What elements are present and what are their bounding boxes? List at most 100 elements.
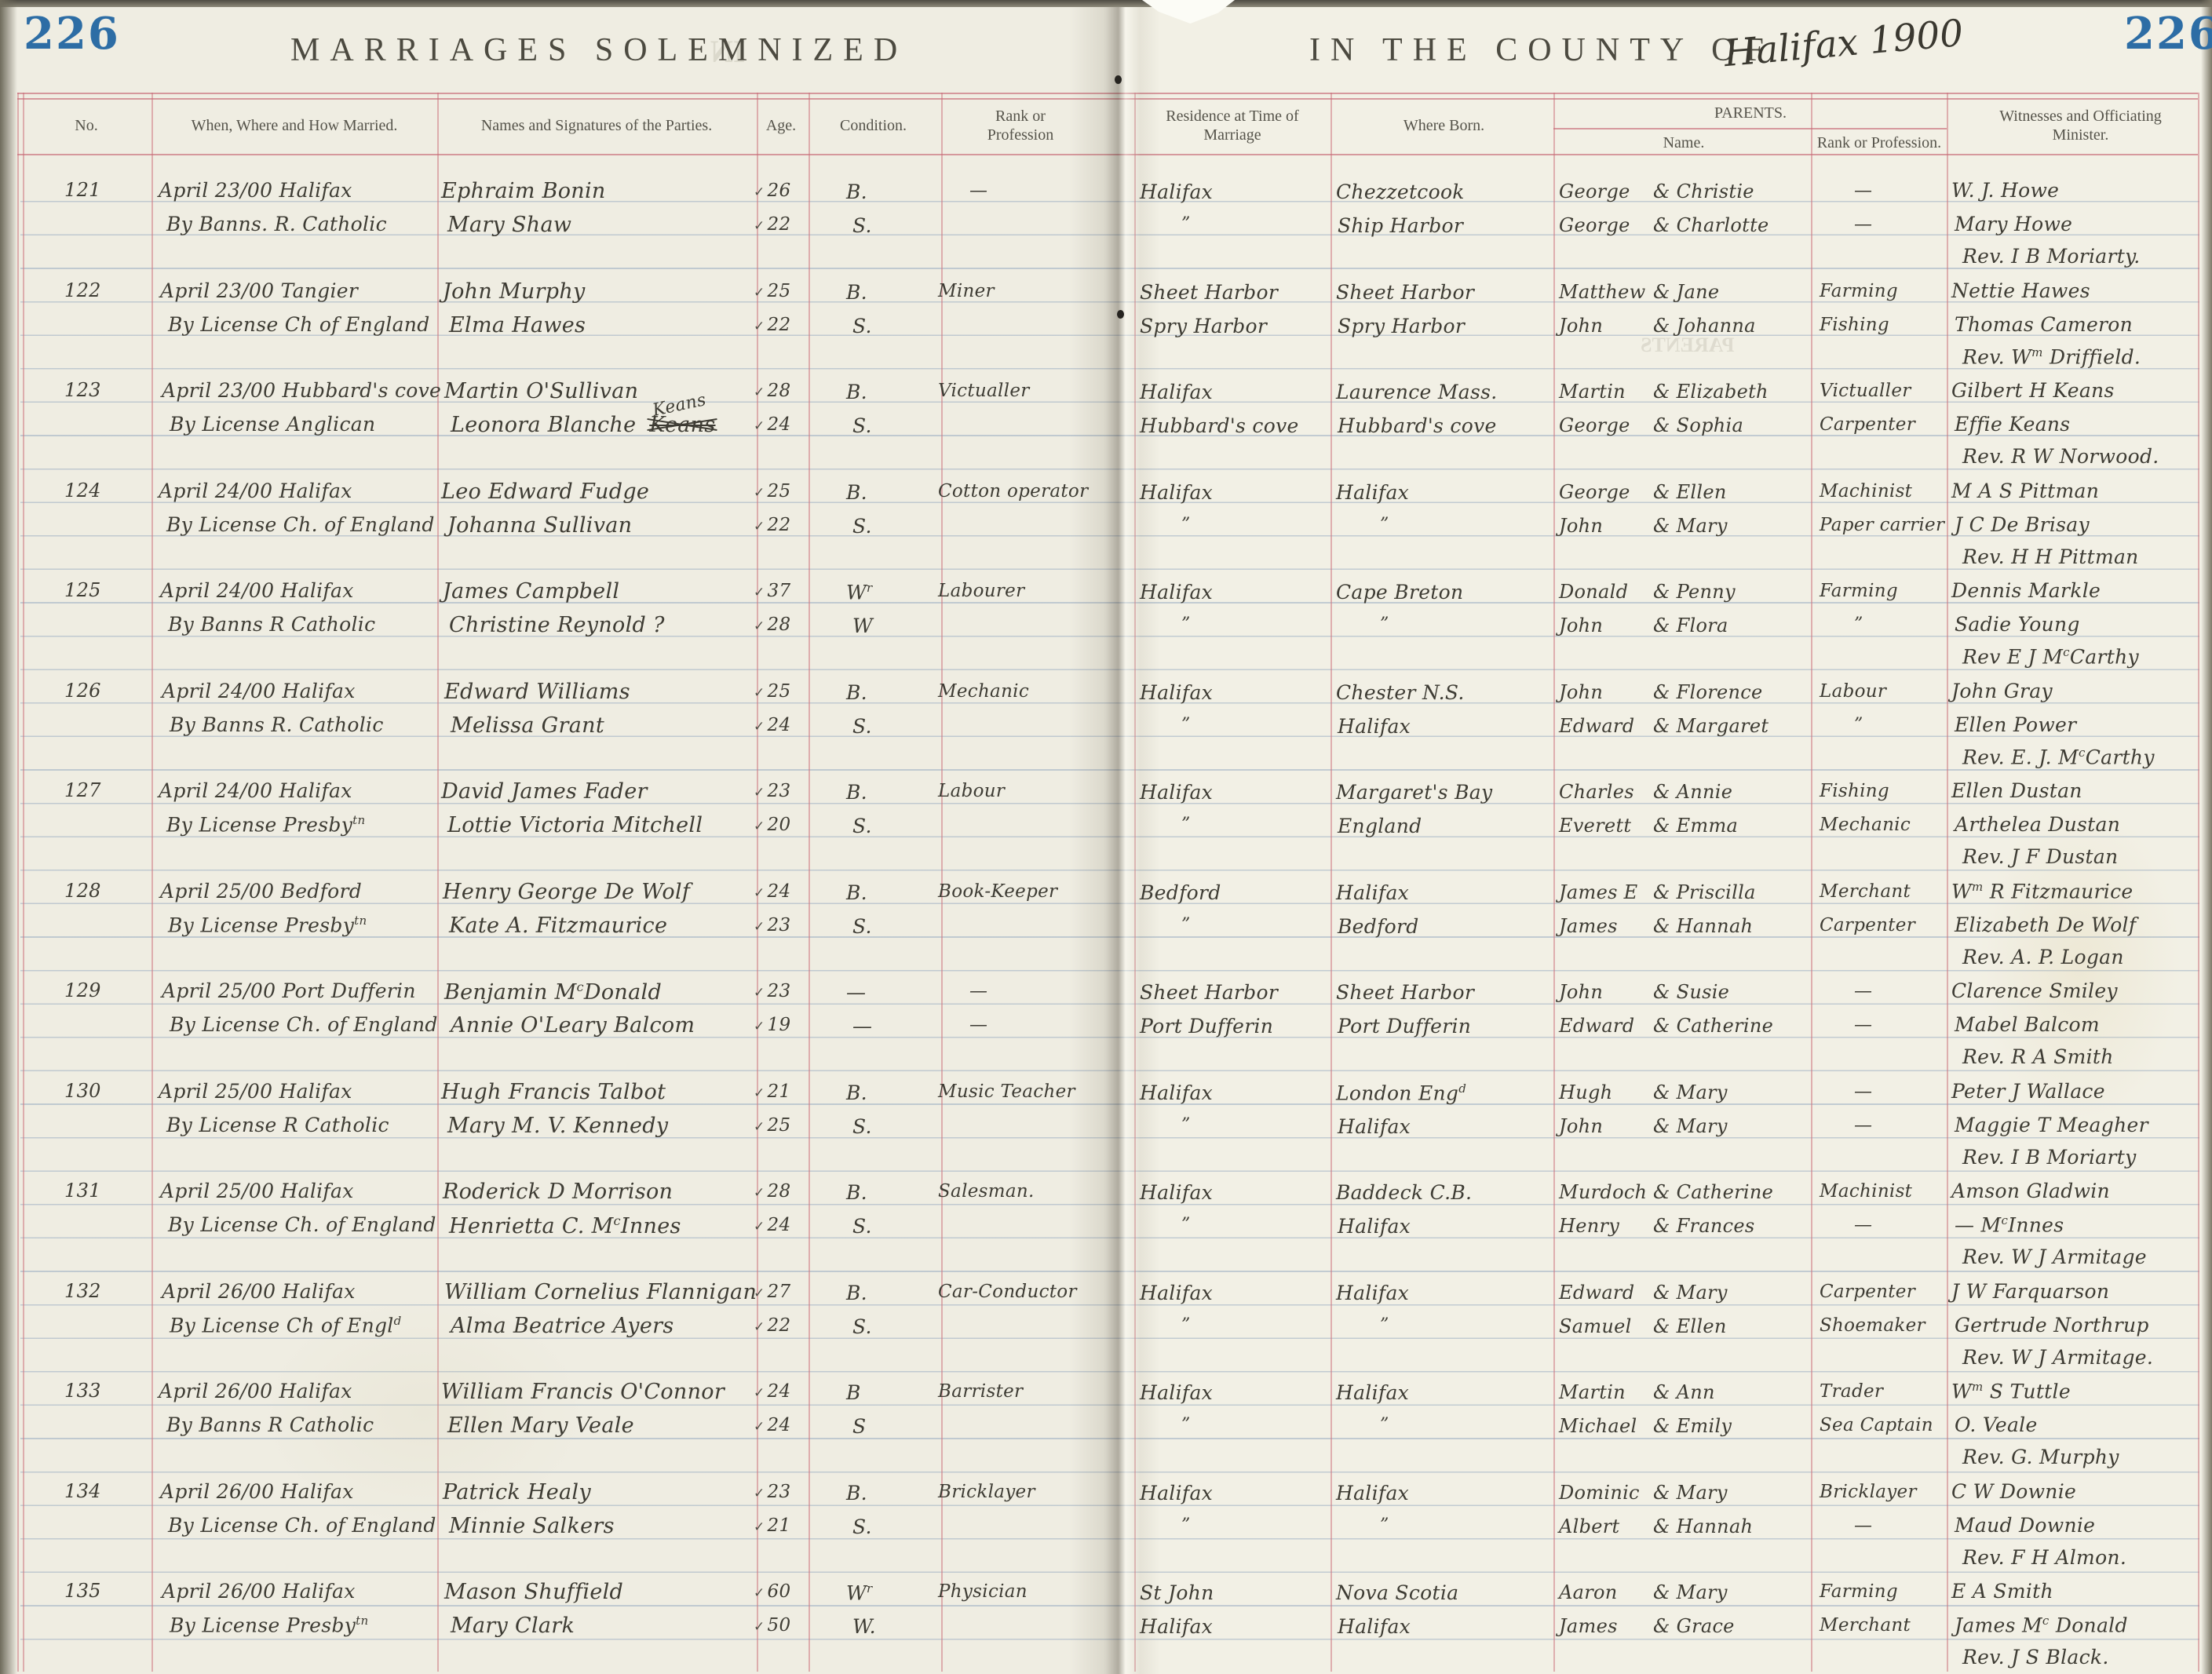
record-134-witness-1: C W Downie — [1951, 1479, 2077, 1503]
record-128-bride-residence: ” — [1181, 914, 1191, 935]
record-130-date-place: April 25/00 Halifax — [159, 1079, 352, 1103]
record-126-groom-name: Edward Williams — [444, 679, 630, 704]
record-133-how-married: By Banns R Catholic — [166, 1413, 374, 1436]
record-133-bride-condition: S — [852, 1415, 867, 1438]
record-124-minister: Rev. H H Pittman — [1962, 545, 2139, 568]
record-129-groom-born: Sheet Harbor — [1336, 981, 1475, 1004]
column-rule — [17, 93, 19, 1672]
record-128-groom-mother: & Priscilla — [1653, 881, 1756, 903]
record-125-groom-condition: Wr — [846, 581, 873, 604]
col-header-parents-name: Name. — [1663, 134, 1705, 151]
record-131-groom-parents-rank: Machinist — [1820, 1181, 1913, 1202]
page-edge-left — [0, 0, 17, 1674]
record-122-bride-father: John — [1559, 314, 1604, 337]
record-131-groom-mother: & Catherine — [1653, 1181, 1774, 1203]
record-124-bride-father: John — [1559, 514, 1604, 537]
record-128-bride-condition: S. — [852, 914, 872, 938]
column-rule — [757, 93, 758, 1672]
record-129-groom-residence: Sheet Harbor — [1140, 981, 1279, 1004]
record-123-bride-condition: S. — [852, 414, 872, 437]
record-132-groom-age: ✓ 27 — [754, 1281, 791, 1302]
record-126-groom-father: John — [1559, 680, 1604, 703]
record-122-how-married: By License Ch of England — [168, 312, 430, 336]
record-130-bride-name: Mary M. V. Kennedy — [447, 1113, 669, 1138]
record-131-bride-residence: ” — [1181, 1215, 1191, 1235]
record-123-witness-2: Effie Keans — [1955, 413, 2071, 436]
record-122-bride-parents-rank: Fishing — [1820, 314, 1889, 335]
column-rule — [2198, 93, 2199, 1672]
record-121-groom-name: Ephraim Bonin — [441, 179, 606, 203]
record-133-number: 133 — [64, 1380, 101, 1402]
record-132-groom-condition: B. — [846, 1281, 867, 1304]
record-133-groom-parents-rank: Trader — [1820, 1381, 1884, 1402]
record-130-groom-name: Hugh Francis Talbot — [441, 1079, 666, 1104]
record-126-groom-parents-rank: Labour — [1820, 680, 1887, 702]
record-135-bride-name: Mary Clark — [451, 1614, 575, 1638]
record-121-bride-father: George — [1559, 214, 1630, 236]
record-133-bride-parents-rank: Sea Captain — [1820, 1415, 1933, 1435]
record-127-bride-age: ✓ 20 — [754, 815, 791, 835]
record-121-bride-mother: & Charlotte — [1653, 214, 1769, 236]
record-125-bride-residence: ” — [1181, 615, 1191, 634]
record-128-witness-2: Elizabeth De Wolf — [1955, 913, 2137, 936]
record-129-groom-name: Benjamin McDonald — [444, 979, 663, 1005]
col-header-no: No. — [75, 117, 98, 134]
record-132-groom-rank: Car-Conductor — [938, 1281, 1077, 1302]
record-130-bride-father: John — [1559, 1114, 1604, 1137]
record-131-groom-born: Baddeck C.B. — [1336, 1181, 1473, 1204]
record-123-bride-born: Hubbard's cove — [1338, 414, 1497, 437]
record-133-minister: Rev. G. Murphy — [1962, 1446, 2119, 1468]
record-129-groom-father: John — [1559, 981, 1604, 1003]
record-125-witness-2: Sadie Young — [1955, 613, 2080, 636]
record-132-bride-age: ✓ 22 — [754, 1315, 791, 1336]
column-rule — [1947, 93, 1948, 1672]
record-124-bride-age: ✓ 22 — [754, 514, 791, 535]
record-133-witness-1: Wm S Tuttle — [1951, 1380, 2071, 1403]
record-132-how-married: By License Ch of Engld — [170, 1313, 402, 1337]
record-128-bride-name: Kate A. Fitzmaurice — [449, 913, 668, 938]
record-135-bride-age: ✓ 50 — [754, 1615, 791, 1636]
record-123-bride-name: Leonora Blanche Keans Keans — [451, 390, 716, 437]
record-129-date-place: April 25/00 Port Dufferin — [162, 979, 416, 1002]
record-129-bride-name: Annie O'Leary Balcom — [451, 1013, 695, 1038]
record-129-bride-born: Port Dufferin — [1338, 1015, 1472, 1038]
record-130-bride-parents-rank: — — [1854, 1114, 1873, 1136]
record-131-how-married: By License Ch. of England — [168, 1213, 436, 1236]
record-128-bride-mother: & Hannah — [1653, 914, 1754, 937]
record-126-number: 126 — [64, 679, 101, 702]
ruled-lines — [20, 169, 2199, 1669]
record-127-minister: Rev. J F Dustan — [1962, 845, 2119, 868]
record-131-witness-2: — McInnes — [1955, 1213, 2064, 1237]
record-127-groom-parents-rank: Fishing — [1820, 781, 1889, 801]
record-131-groom-rank: Salesman. — [938, 1181, 1035, 1202]
record-127-groom-father: Charles — [1559, 781, 1634, 803]
page-title-right: IN THE COUNTY OF — [1309, 32, 1774, 68]
record-132-bride-mother: & Ellen — [1653, 1315, 1727, 1337]
record-134-number: 134 — [64, 1479, 101, 1502]
record-125-bride-name: Christine Reynold ? — [449, 613, 665, 637]
record-130-groom-mother: & Mary — [1653, 1081, 1728, 1103]
record-122-groom-rank: Miner — [938, 280, 995, 301]
col-header-born: Where Born. — [1403, 117, 1485, 134]
record-134-bride-father: Albert — [1559, 1515, 1620, 1537]
record-129-witness-2: Mabel Balcom — [1955, 1013, 2100, 1036]
record-130-bride-age: ✓ 25 — [754, 1114, 791, 1136]
record-134-bride-condition: S. — [852, 1515, 872, 1538]
right-page-number: 226 — [2124, 8, 2212, 60]
record-132-groom-born: Halifax — [1336, 1281, 1410, 1304]
record-125-groom-rank: Labourer — [938, 581, 1025, 601]
record-124-bride-residence: ” — [1181, 514, 1191, 534]
record-125-groom-parents-rank: Farming — [1820, 581, 1898, 601]
col-header-names: Names and Signatures of the Parties. — [480, 117, 713, 134]
record-121-bride-parents-rank: — — [1854, 214, 1873, 235]
record-134-groom-condition: B. — [846, 1481, 867, 1504]
record-135-bride-condition: W. — [852, 1615, 876, 1638]
record-127-bride-father: Everett — [1559, 815, 1632, 837]
record-124-bride-born: ” — [1380, 514, 1389, 534]
column-rule — [23, 93, 24, 1672]
col-header-witnesses: Witnesses and Officiating Minister. — [1999, 108, 2162, 144]
record-125-groom-age: ✓ 37 — [754, 581, 791, 601]
record-126-date-place: April 24/00 Halifax — [162, 679, 356, 702]
record-121-groom-born: Chezzetcook — [1336, 181, 1465, 203]
